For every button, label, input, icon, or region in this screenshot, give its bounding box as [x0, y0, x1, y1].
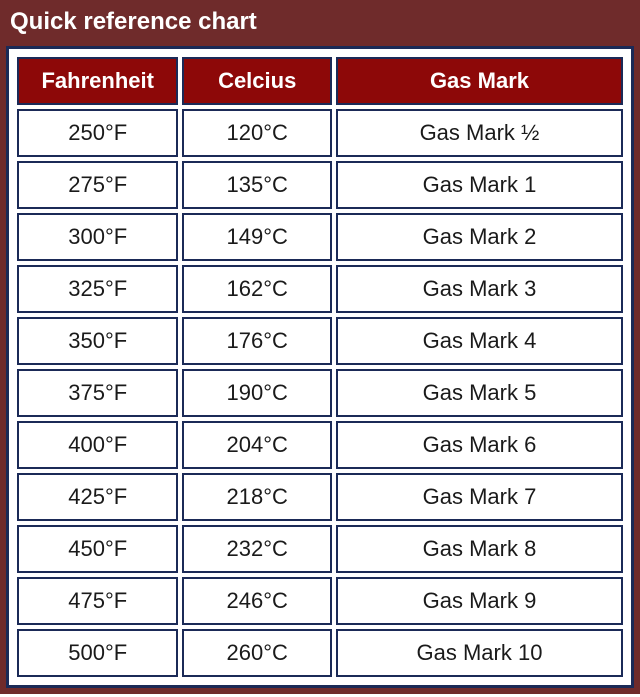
cell-celcius: 246°C	[182, 577, 332, 625]
cell-celcius: 162°C	[182, 265, 332, 313]
table-row: 500°F260°CGas Mark 10	[17, 629, 623, 677]
cell-celcius: 176°C	[182, 317, 332, 365]
cell-gasmark: Gas Mark 2	[336, 213, 623, 261]
cell-gasmark: Gas Mark 5	[336, 369, 623, 417]
cell-celcius: 120°C	[182, 109, 332, 157]
col-header-gasmark: Gas Mark	[336, 57, 623, 105]
cell-fahrenheit: 500°F	[17, 629, 178, 677]
table-header-row: Fahrenheit Celcius Gas Mark	[17, 57, 623, 105]
table-body: 250°F120°CGas Mark ½ 275°F135°CGas Mark …	[17, 109, 623, 677]
cell-fahrenheit: 325°F	[17, 265, 178, 313]
conversion-table: Fahrenheit Celcius Gas Mark 250°F120°CGa…	[13, 53, 627, 681]
cell-celcius: 190°C	[182, 369, 332, 417]
cell-fahrenheit: 250°F	[17, 109, 178, 157]
cell-gasmark: Gas Mark 4	[336, 317, 623, 365]
cell-fahrenheit: 400°F	[17, 421, 178, 469]
table-row: 250°F120°CGas Mark ½	[17, 109, 623, 157]
cell-celcius: 260°C	[182, 629, 332, 677]
cell-gasmark: Gas Mark 9	[336, 577, 623, 625]
table-row: 375°F190°CGas Mark 5	[17, 369, 623, 417]
table-row: 350°F176°CGas Mark 4	[17, 317, 623, 365]
table-row: 300°F149°CGas Mark 2	[17, 213, 623, 261]
cell-celcius: 135°C	[182, 161, 332, 209]
cell-gasmark: Gas Mark 1	[336, 161, 623, 209]
cell-gasmark: Gas Mark 8	[336, 525, 623, 573]
cell-gasmark: Gas Mark ½	[336, 109, 623, 157]
table-row: 425°F218°CGas Mark 7	[17, 473, 623, 521]
cell-gasmark: Gas Mark 3	[336, 265, 623, 313]
cell-fahrenheit: 450°F	[17, 525, 178, 573]
cell-celcius: 149°C	[182, 213, 332, 261]
table-row: 450°F232°CGas Mark 8	[17, 525, 623, 573]
cell-celcius: 204°C	[182, 421, 332, 469]
table-row: 275°F135°CGas Mark 1	[17, 161, 623, 209]
cell-fahrenheit: 425°F	[17, 473, 178, 521]
panel-title: Quick reference chart	[0, 0, 640, 46]
table-row: 400°F204°CGas Mark 6	[17, 421, 623, 469]
cell-celcius: 218°C	[182, 473, 332, 521]
col-header-celcius: Celcius	[182, 57, 332, 105]
cell-fahrenheit: 275°F	[17, 161, 178, 209]
cell-fahrenheit: 475°F	[17, 577, 178, 625]
cell-gasmark: Gas Mark 7	[336, 473, 623, 521]
cell-fahrenheit: 300°F	[17, 213, 178, 261]
cell-gasmark: Gas Mark 6	[336, 421, 623, 469]
cell-fahrenheit: 350°F	[17, 317, 178, 365]
table-container: Fahrenheit Celcius Gas Mark 250°F120°CGa…	[6, 46, 634, 688]
reference-chart-panel: Quick reference chart Fahrenheit Celcius…	[0, 0, 640, 694]
cell-fahrenheit: 375°F	[17, 369, 178, 417]
cell-gasmark: Gas Mark 10	[336, 629, 623, 677]
table-row: 325°F162°CGas Mark 3	[17, 265, 623, 313]
col-header-fahrenheit: Fahrenheit	[17, 57, 178, 105]
table-row: 475°F246°CGas Mark 9	[17, 577, 623, 625]
cell-celcius: 232°C	[182, 525, 332, 573]
